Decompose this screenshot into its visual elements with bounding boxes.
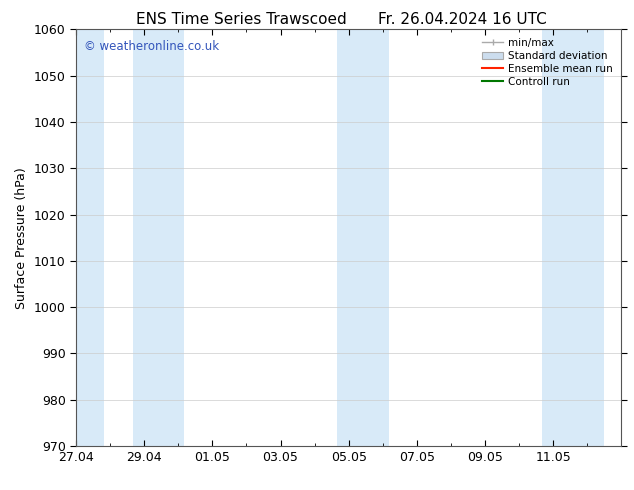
Bar (542, 29, 604, 446)
Y-axis label: Surface Pressure (hPa): Surface Pressure (hPa) (15, 167, 29, 309)
Text: © weatheronline.co.uk: © weatheronline.co.uk (84, 40, 219, 53)
Legend: min/max, Standard deviation, Ensemble mean run, Controll run: min/max, Standard deviation, Ensemble me… (479, 35, 616, 90)
Bar (133, 29, 184, 446)
Bar (76, 29, 105, 446)
Bar (337, 29, 389, 446)
Text: Fr. 26.04.2024 16 UTC: Fr. 26.04.2024 16 UTC (378, 12, 547, 27)
Text: ENS Time Series Trawscoed: ENS Time Series Trawscoed (136, 12, 346, 27)
